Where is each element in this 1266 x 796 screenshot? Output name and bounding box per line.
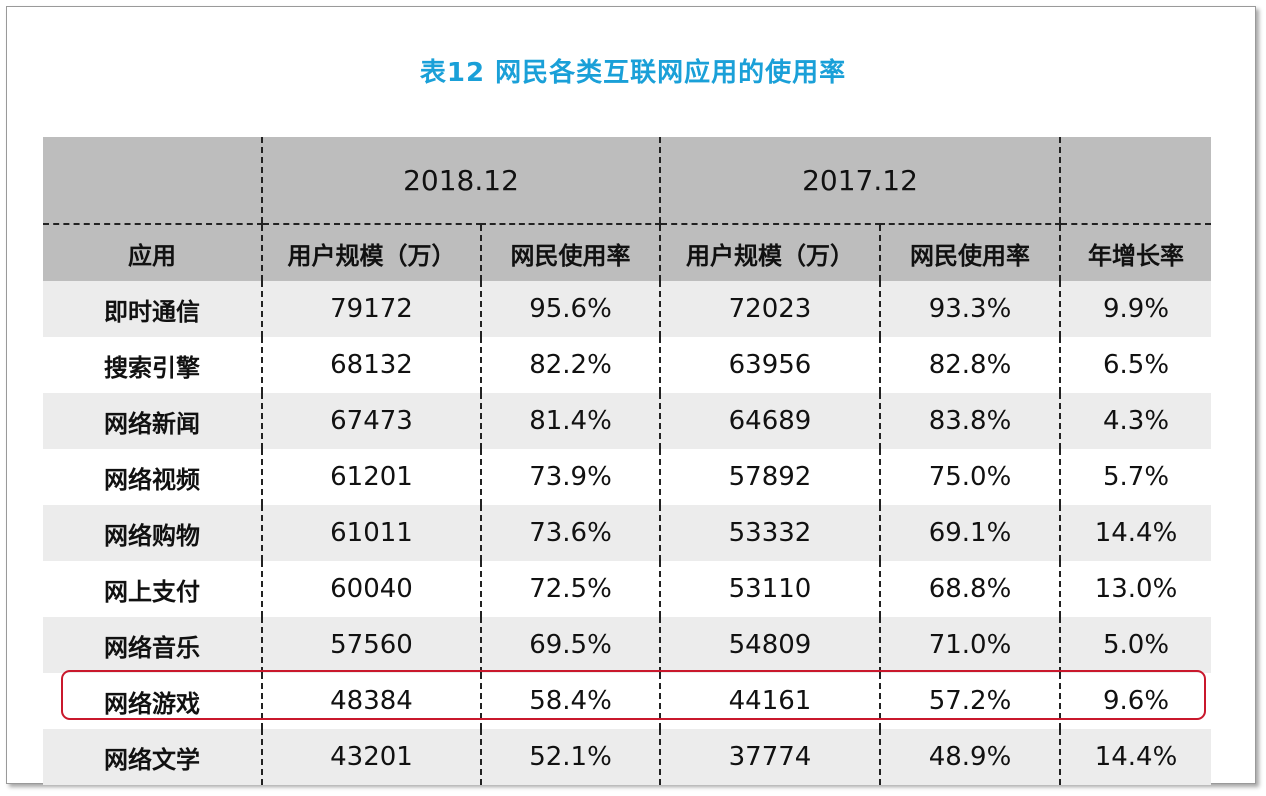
table-title: 表12 网民各类互联网应用的使用率: [419, 58, 847, 88]
cell-growth: 5.0%: [1059, 617, 1211, 673]
header-column-row: 应用 用户规模（万） 网民使用率 用户规模（万） 网民使用率 年增长率: [43, 224, 1211, 281]
cell-growth: 14.4%: [1059, 729, 1211, 785]
table-row: 网络购物 61011 73.6% 53332 69.1% 14.4%: [43, 505, 1211, 561]
table-row: 即时通信 79172 95.6% 72023 93.3% 9.9%: [43, 281, 1211, 337]
cell-users-2017: 53332: [659, 505, 880, 561]
cell-rate-2017: 82.8%: [879, 337, 1060, 393]
cell-app: 网络视频: [43, 449, 262, 505]
header-period-2018: 2018.12: [261, 137, 660, 225]
cell-users-2018: 43201: [261, 729, 481, 785]
cell-growth: 14.4%: [1059, 505, 1211, 561]
cell-growth: 4.3%: [1059, 393, 1211, 449]
cell-growth: 5.7%: [1059, 449, 1211, 505]
cell-rate-2017: 69.1%: [879, 505, 1060, 561]
header-rate-2017: 网民使用率: [879, 224, 1060, 281]
cell-growth: 13.0%: [1059, 561, 1211, 617]
header-users-2017: 用户规模（万）: [659, 224, 880, 281]
cell-app: 网络新闻: [43, 393, 262, 449]
header-growth: 年增长率: [1059, 224, 1211, 281]
cell-rate-2018: 73.9%: [480, 449, 660, 505]
cell-users-2017: 64689: [659, 393, 880, 449]
cell-rate-2017: 57.2%: [879, 673, 1060, 729]
cell-users-2018: 68132: [261, 337, 481, 393]
header-rate-2018: 网民使用率: [480, 224, 660, 281]
table-row: 网络音乐 57560 69.5% 54809 71.0% 5.0%: [43, 617, 1211, 673]
header-period-2017: 2017.12: [659, 137, 1060, 225]
header-empty-cell-right: [1059, 137, 1211, 225]
cell-rate-2018: 82.2%: [480, 337, 660, 393]
cell-app: 网络购物: [43, 505, 262, 561]
cell-app: 网络游戏: [43, 673, 262, 729]
table-row-highlighted: 网络游戏 48384 58.4% 44161 57.2% 9.6%: [43, 673, 1211, 729]
cell-users-2018: 60040: [261, 561, 481, 617]
table-row: 网络视频 61201 73.9% 57892 75.0% 5.7%: [43, 449, 1211, 505]
header-users-2018: 用户规模（万）: [261, 224, 481, 281]
cell-app: 即时通信: [43, 281, 262, 337]
cell-rate-2018: 69.5%: [480, 617, 660, 673]
cell-rate-2017: 83.8%: [879, 393, 1060, 449]
cell-rate-2017: 75.0%: [879, 449, 1060, 505]
cell-rate-2017: 48.9%: [879, 729, 1060, 785]
cell-users-2018: 61011: [261, 505, 481, 561]
cell-users-2017: 72023: [659, 281, 880, 337]
cell-app: 网上支付: [43, 561, 262, 617]
cell-rate-2018: 95.6%: [480, 281, 660, 337]
cell-app: 搜索引擎: [43, 337, 262, 393]
cell-users-2018: 48384: [261, 673, 481, 729]
cell-users-2018: 57560: [261, 617, 481, 673]
cell-users-2017: 63956: [659, 337, 880, 393]
cell-growth: 6.5%: [1059, 337, 1211, 393]
header-empty-cell: [43, 137, 262, 225]
cell-app: 网络音乐: [43, 617, 262, 673]
cell-users-2017: 37774: [659, 729, 880, 785]
cell-users-2017: 57892: [659, 449, 880, 505]
table-row: 网络新闻 67473 81.4% 64689 83.8% 4.3%: [43, 393, 1211, 449]
cell-users-2018: 61201: [261, 449, 481, 505]
cell-users-2018: 79172: [261, 281, 481, 337]
cell-rate-2017: 68.8%: [879, 561, 1060, 617]
usage-table: 2018.12 2017.12 应用 用户规模（万） 网民使用率 用户规模（万）…: [43, 137, 1211, 785]
table-row: 搜索引擎 68132 82.2% 63956 82.8% 6.5%: [43, 337, 1211, 393]
cell-rate-2018: 52.1%: [480, 729, 660, 785]
cell-rate-2018: 73.6%: [480, 505, 660, 561]
cell-rate-2018: 58.4%: [480, 673, 660, 729]
cell-rate-2017: 93.3%: [879, 281, 1060, 337]
cell-app: 网络文学: [43, 729, 262, 785]
cell-rate-2017: 71.0%: [879, 617, 1060, 673]
table-row: 网络文学 43201 52.1% 37774 48.9% 14.4%: [43, 729, 1211, 785]
cell-users-2018: 67473: [261, 393, 481, 449]
cell-rate-2018: 72.5%: [480, 561, 660, 617]
cell-users-2017: 53110: [659, 561, 880, 617]
cell-growth: 9.6%: [1059, 673, 1211, 729]
cell-users-2017: 54809: [659, 617, 880, 673]
cell-rate-2018: 81.4%: [480, 393, 660, 449]
header-app: 应用: [43, 224, 262, 281]
cell-growth: 9.9%: [1059, 281, 1211, 337]
header-group-row: 2018.12 2017.12: [43, 137, 1211, 225]
table-row: 网上支付 60040 72.5% 53110 68.8% 13.0%: [43, 561, 1211, 617]
cell-users-2017: 44161: [659, 673, 880, 729]
